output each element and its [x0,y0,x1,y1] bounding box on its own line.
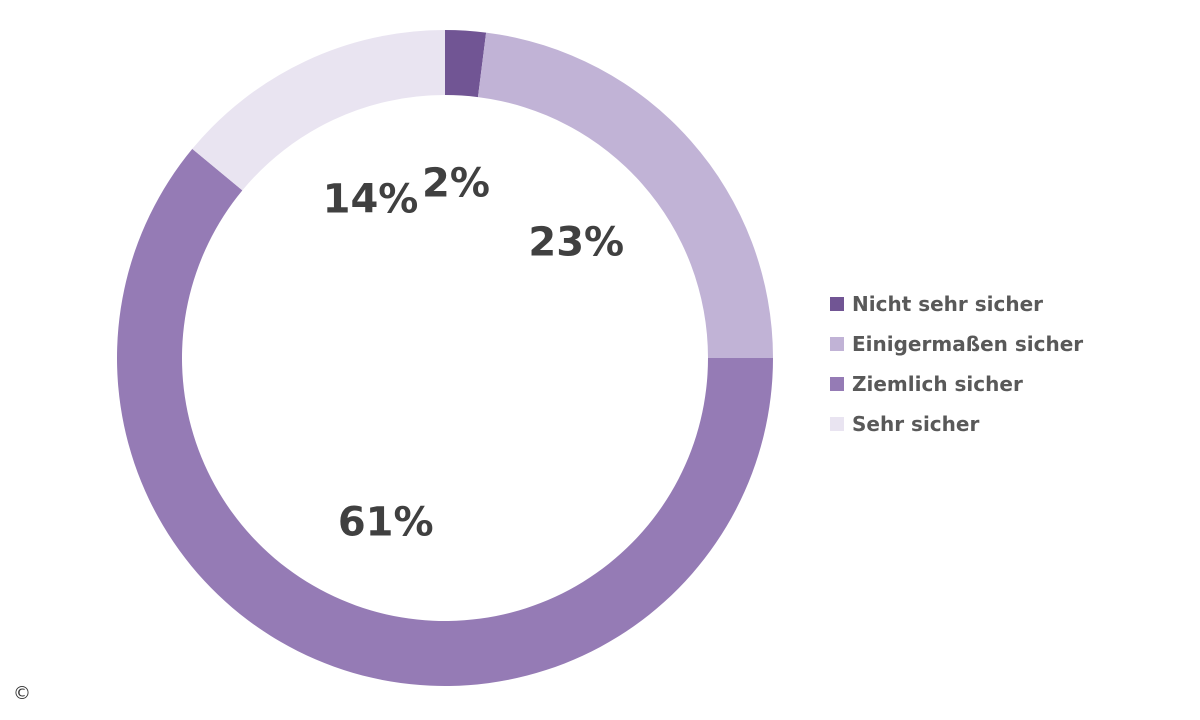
legend-item-einigermassen-sicher: Einigermaßen sicher [830,324,1083,364]
slice-sehr-sicher [192,30,445,191]
copyright-icon: © [13,683,31,704]
legend-label: Einigermaßen sicher [852,332,1084,356]
slice-nicht-sehr-sicher [445,30,487,98]
data-label-nicht-sehr-sicher: 2% [422,160,490,206]
legend-item-sehr-sicher: Sehr sicher [830,404,1083,444]
legend-label: Nicht sehr sicher [852,292,1044,316]
legend-swatch [830,337,844,351]
legend-label: Sehr sicher [852,412,980,436]
legend-item-nicht-sehr-sicher: Nicht sehr sicher [830,284,1083,324]
slice-labels: 2% 23% 61% 14% [323,160,625,545]
data-label-einigermassen-sicher: 23% [528,219,624,265]
slice-ziemlich-sicher [116,148,773,686]
legend-swatch [830,297,844,311]
slice-einigermassen-sicher [477,32,773,359]
legend-label: Ziemlich sicher [852,372,1023,396]
legend: Nicht sehr sicher Einigermaßen sicher Zi… [830,284,1083,444]
donut-chart: 2% 23% 61% 14% [116,30,773,686]
legend-swatch [830,417,844,431]
legend-item-ziemlich-sicher: Ziemlich sicher [830,364,1083,404]
data-label-sehr-sicher: 14% [323,177,419,223]
donut-slices [116,30,773,686]
data-label-ziemlich-sicher: 61% [338,500,434,546]
legend-swatch [830,377,844,391]
